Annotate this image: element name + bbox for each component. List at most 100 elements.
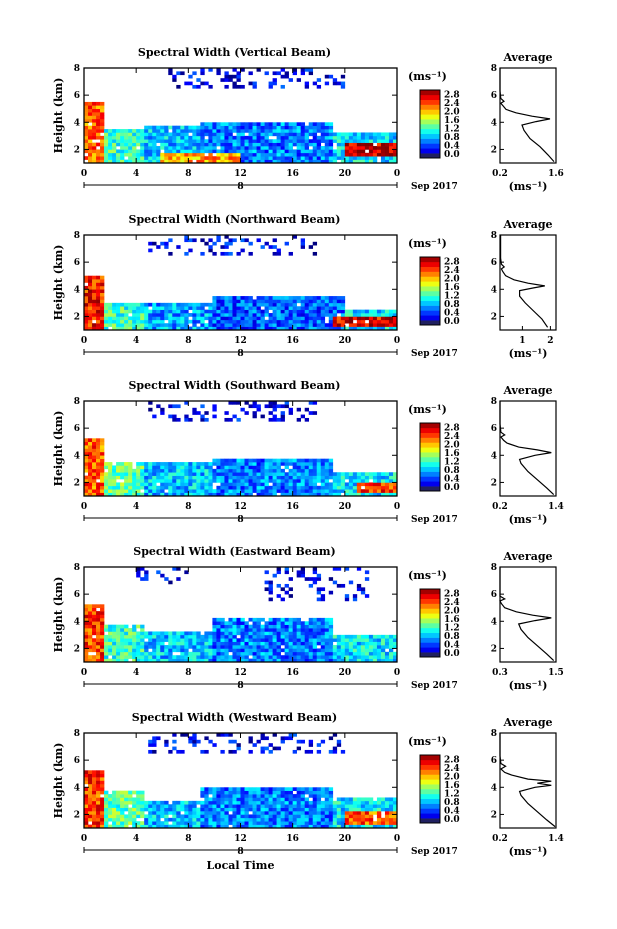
heatmap-cell (84, 115, 89, 120)
heatmap-cell (92, 292, 97, 297)
heatmap-cell (276, 804, 281, 808)
heatmap-cell (144, 482, 149, 487)
heatmap-cell (172, 313, 177, 317)
heatmap-cell (232, 129, 237, 133)
heatmap-cell (288, 78, 293, 82)
heatmap-cell (96, 105, 101, 110)
heatmap-cell (348, 479, 354, 483)
heatmap-cell (340, 651, 346, 656)
heatmap-cell (232, 641, 237, 646)
average-x-tick-label: 1 (519, 336, 525, 346)
heatmap-cell (192, 462, 197, 466)
heatmap-cell (340, 81, 346, 86)
heatmap-cell (328, 655, 334, 659)
heatmap-cell (84, 638, 89, 642)
heatmap-cell (364, 651, 370, 656)
heatmap-cell (264, 645, 269, 649)
heatmap-cell (176, 159, 181, 164)
heatmap-cell (200, 306, 205, 310)
heatmap-cell (256, 638, 261, 642)
colorbar-segment (420, 589, 440, 595)
heatmap-cell (240, 407, 245, 412)
heatmap-cell (368, 634, 374, 639)
heatmap-cell (104, 135, 109, 140)
heatmap-cell (288, 472, 293, 476)
heatmap-cell (272, 71, 277, 76)
heatmap-cell (248, 326, 253, 331)
heatmap-cell (344, 567, 350, 571)
heatmap-cell (212, 302, 217, 307)
heatmap-cell (196, 159, 201, 164)
heatmap-cell (320, 804, 326, 808)
heatmap-cell (364, 485, 370, 490)
heatmap-cell (160, 485, 165, 490)
average-x-label: (ms⁻¹) (509, 679, 548, 692)
heatmap-cell (392, 475, 398, 480)
heatmap-cell (276, 309, 281, 314)
heatmap-cell (284, 621, 289, 625)
heatmap-cell (100, 621, 105, 625)
heatmap-cell (352, 597, 358, 602)
heatmap-cell (288, 468, 293, 473)
heatmap-cell (356, 567, 362, 571)
heatmap-cell (388, 326, 394, 331)
heatmap-cell (100, 296, 105, 300)
heatmap-cell (312, 465, 318, 470)
heatmap-cell (176, 479, 181, 483)
heatmap-cell (196, 641, 201, 646)
heatmap-cell (392, 152, 398, 157)
heatmap-cell (212, 319, 217, 324)
heatmap-cell (368, 142, 374, 147)
heatmap-cell (88, 638, 93, 642)
heatmap-cell (124, 648, 129, 653)
heatmap-cell (384, 139, 390, 143)
heatmap-cell (248, 458, 253, 463)
heatmap-cell (112, 807, 117, 812)
heatmap-cell (144, 648, 149, 653)
heatmap-cell (236, 641, 241, 646)
heatmap-cell (140, 567, 145, 571)
heatmap-cell (136, 482, 141, 487)
heatmap-cell (232, 645, 237, 649)
heatmap-cells (84, 68, 398, 164)
heatmap-cell (84, 302, 89, 307)
heatmap-cell (328, 807, 334, 812)
heatmap-cell (372, 645, 378, 649)
heatmap-cell (128, 319, 133, 324)
heatmap-cell (220, 658, 225, 663)
heatmap-cell (268, 139, 273, 143)
heatmap-cell (160, 132, 165, 137)
heatmap-cell (376, 316, 382, 321)
heatmap-cell (320, 319, 326, 324)
heatmap-cell (280, 492, 285, 497)
heatmap-cell (352, 479, 358, 483)
heatmap-cell (236, 296, 241, 300)
heatmap-cell (384, 492, 390, 497)
heatmap-cell (156, 485, 161, 490)
heatmap-cell (392, 800, 398, 805)
heatmap-cell (164, 631, 169, 636)
heatmap-cell (168, 580, 173, 585)
heatmap-cell (104, 462, 109, 466)
heatmap-cell (100, 814, 105, 819)
heatmap-cell (192, 648, 197, 653)
heatmap-cell (256, 139, 261, 143)
heatmap-cell (280, 411, 285, 415)
heatmap-cell (268, 587, 273, 592)
heatmap-cell (304, 479, 310, 483)
heatmap-cell (236, 492, 241, 497)
heatmap-cell (284, 807, 289, 812)
heatmap-cell (208, 817, 213, 822)
heatmap-cell (248, 485, 253, 490)
heatmap-cell (88, 800, 93, 805)
heatmap-cell (284, 319, 289, 324)
heatmap-cell (248, 462, 253, 466)
heatmap-cell (208, 492, 213, 497)
heatmap-cell (212, 804, 217, 808)
heatmap-cell (312, 800, 318, 805)
colorbar-tick-label: 0.4 (444, 640, 460, 650)
heatmap-cell (340, 323, 346, 327)
heatmap-cell (260, 472, 265, 476)
heatmap-cell (304, 624, 310, 629)
heatmap-cell (196, 462, 201, 466)
